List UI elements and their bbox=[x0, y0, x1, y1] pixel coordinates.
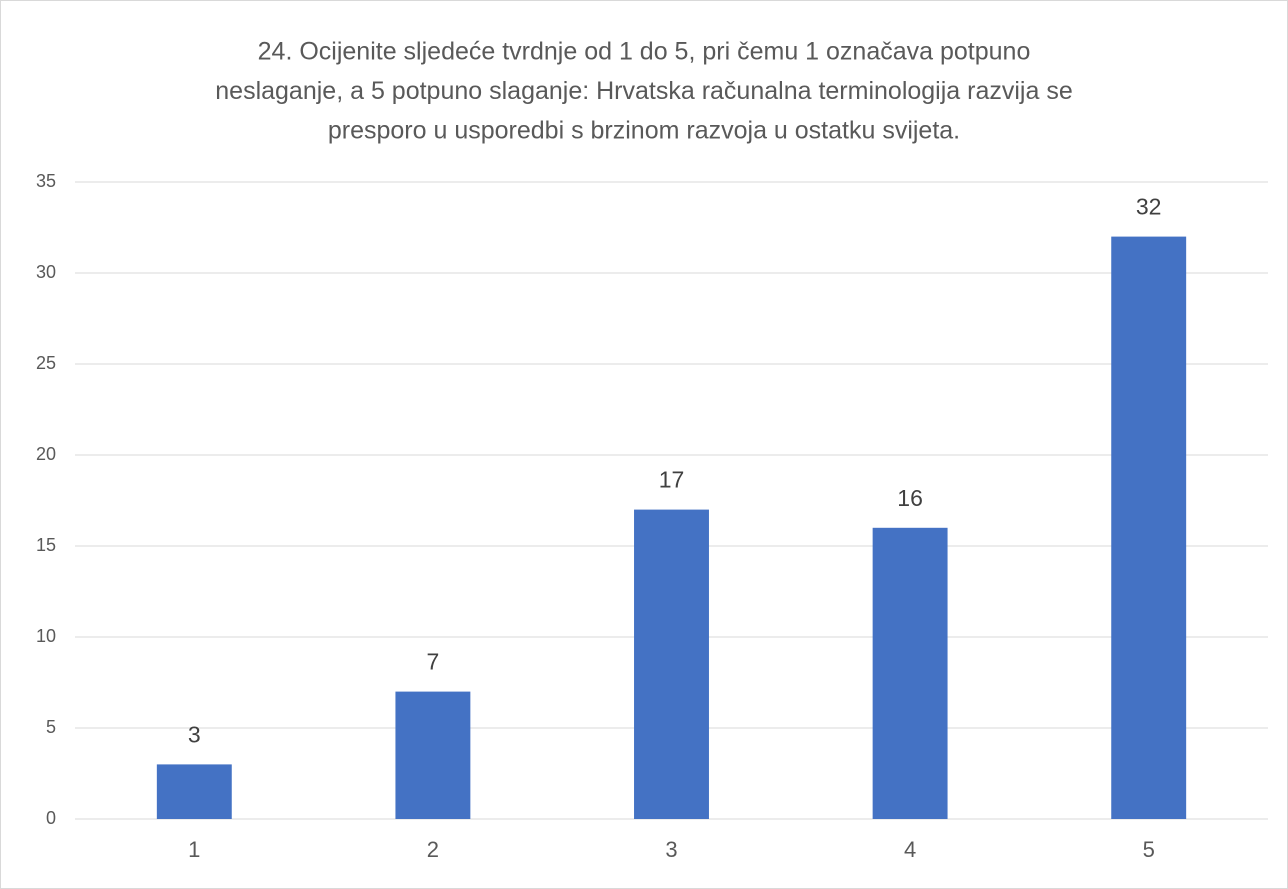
y-tick-label: 0 bbox=[46, 808, 56, 828]
y-tick-label: 35 bbox=[36, 171, 56, 191]
data-label: 3 bbox=[188, 721, 201, 747]
data-label: 16 bbox=[897, 485, 923, 511]
data-label: 7 bbox=[427, 649, 440, 675]
x-tick-label: 4 bbox=[904, 837, 916, 862]
bar bbox=[1111, 236, 1187, 820]
y-tick-label: 30 bbox=[36, 262, 56, 282]
y-tick-label: 5 bbox=[46, 717, 56, 737]
y-tick-label: 20 bbox=[36, 444, 56, 464]
chart-title: 24. Ocijenite sljedeće tvrdnje od 1 do 5… bbox=[258, 38, 1031, 66]
y-tick-label: 25 bbox=[36, 353, 56, 373]
x-tick-label: 5 bbox=[1143, 837, 1155, 862]
chart-title: presporo u usporedbi s brzinom razvoja u… bbox=[328, 117, 960, 145]
y-tick-label: 15 bbox=[36, 535, 56, 555]
bar bbox=[156, 764, 232, 819]
data-label: 17 bbox=[659, 467, 685, 493]
bar bbox=[872, 527, 948, 819]
bar bbox=[634, 509, 709, 819]
x-tick-label: 1 bbox=[188, 837, 200, 862]
chart-title: neslaganje, a 5 potpuno slaganje: Hrvats… bbox=[215, 77, 1072, 105]
x-tick-label: 3 bbox=[665, 837, 677, 862]
x-tick-label: 2 bbox=[427, 837, 439, 862]
data-label: 32 bbox=[1136, 194, 1162, 220]
y-tick-label: 10 bbox=[36, 626, 56, 646]
bar bbox=[395, 691, 471, 819]
